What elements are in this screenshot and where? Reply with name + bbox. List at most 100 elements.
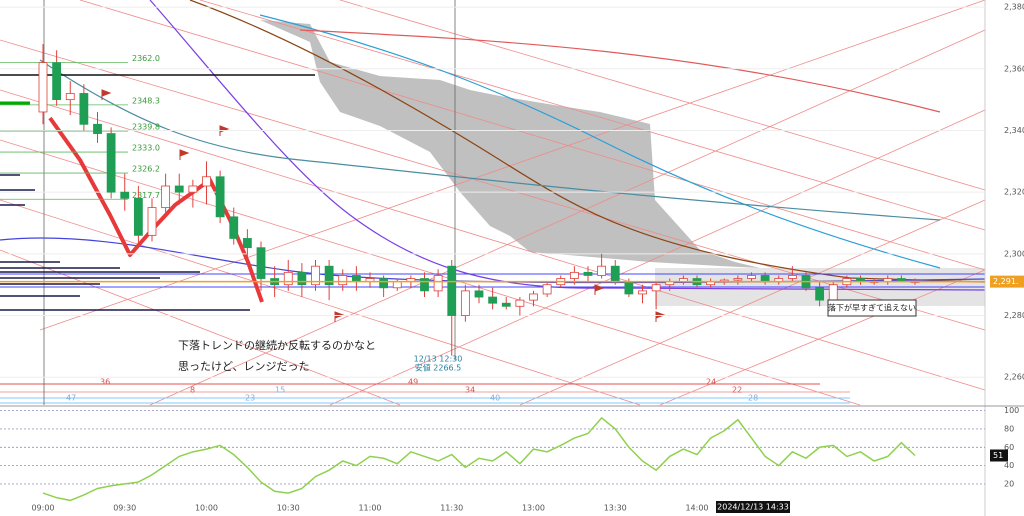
candle-body <box>351 275 361 283</box>
candle-body <box>610 265 620 283</box>
candle-body <box>515 299 525 307</box>
rsi-line <box>42 416 916 502</box>
note-box <box>827 299 917 317</box>
level-label: 2339.8 <box>132 123 160 132</box>
candle-body <box>338 275 348 286</box>
candle-body <box>229 216 239 239</box>
candle-body <box>501 302 511 307</box>
low-note: 安値 2266.5 <box>415 363 462 373</box>
candle-body <box>106 133 116 193</box>
candle-body <box>474 290 484 298</box>
x-tick-label: 11:30 <box>440 504 463 513</box>
x-tick-label: 09:00 <box>31 504 54 513</box>
candle-body <box>161 185 171 208</box>
annotation: 思ったけど、レンジだった <box>178 360 309 373</box>
candle-body <box>420 278 429 292</box>
marks: 2,260 2,280 2,300 2,320 2,340 2,360 2,380 2362.… <box>0 3 1024 513</box>
candle-body <box>147 207 157 236</box>
low-note: 12/13 12:30 <box>414 355 463 364</box>
candle-body <box>311 265 320 286</box>
candle-body <box>733 278 743 281</box>
candle-body <box>324 265 334 286</box>
x-tick-label: 10:30 <box>277 504 300 513</box>
flags <box>101 89 666 322</box>
annotation: 落下が早すぎて追えない <box>828 303 916 313</box>
band-label: 8 <box>190 386 195 395</box>
band-label: 22 <box>732 386 742 395</box>
x-tick-label: 11:00 <box>358 504 381 513</box>
candle-body <box>79 93 89 125</box>
rsi-last-box <box>990 449 1008 462</box>
candle-body <box>828 284 838 301</box>
reference-lines <box>0 0 985 405</box>
candle-body <box>460 290 470 316</box>
candle-body <box>569 271 579 279</box>
candle-body <box>174 185 184 193</box>
candle-body <box>52 62 62 101</box>
candle-body <box>760 275 770 283</box>
candle-body <box>379 278 389 289</box>
candle-body <box>65 93 75 101</box>
band-label: 15 <box>275 386 285 395</box>
y-tick-label: 2,360 <box>1004 64 1024 73</box>
current-price-label: 2,291. <box>993 277 1018 286</box>
x-tick-label: 13:30 <box>604 504 627 513</box>
band-label: 36 <box>100 378 110 387</box>
candle-body <box>529 293 538 301</box>
candle-body <box>488 296 498 304</box>
level-label: 2348.3 <box>132 96 160 105</box>
candle-body <box>583 271 593 276</box>
hand-drawn-trend <box>48 116 264 303</box>
band-label: 40 <box>490 394 500 403</box>
candle-body <box>188 185 198 193</box>
candle-body <box>215 176 225 218</box>
cursor-time: 2024/12/13 14:33 <box>717 503 789 512</box>
rsi-last-label: 51 <box>993 451 1003 460</box>
band-label: 24 <box>706 378 716 387</box>
candle-body <box>392 281 402 289</box>
y-tick-label: 2,320 <box>1004 188 1024 197</box>
candle-body <box>651 284 661 292</box>
candle-body <box>597 265 607 276</box>
candle-body <box>787 275 797 279</box>
y-tick-label: 100 <box>1004 406 1019 415</box>
candle-body <box>297 271 307 286</box>
x-tick-label: 14:00 <box>685 504 708 513</box>
y-tick-label: 2,260 <box>1004 373 1024 382</box>
level-label: 2317.7 <box>132 191 160 200</box>
candle-body <box>256 247 266 279</box>
y-tick-label: 80 <box>1004 424 1014 433</box>
band-label: 34 <box>465 386 475 395</box>
cursor-time-box <box>716 501 790 513</box>
level-label: 2326.2 <box>132 165 160 174</box>
y-tick-label: 2,280 <box>1004 311 1024 320</box>
ichimoku-cloud <box>260 20 760 268</box>
candle-body <box>133 197 143 236</box>
band-label: 49 <box>408 378 418 387</box>
trend-lines <box>0 0 986 406</box>
annotation: 下落トレンドの継続か反転するのかなと <box>178 338 376 352</box>
candle-body <box>447 265 457 316</box>
y-tick-label: 40 <box>1004 461 1014 470</box>
candle-body <box>815 287 825 301</box>
current-price-box <box>990 275 1024 288</box>
level-label: 2362.0 <box>132 54 160 63</box>
candle-body <box>242 238 252 249</box>
y-tick-label: 2,380 <box>1004 3 1024 12</box>
y-tick-label: 60 <box>1004 443 1014 452</box>
candle-body <box>93 123 102 134</box>
candle-body <box>202 176 211 187</box>
candle-body <box>283 271 293 286</box>
candle-body <box>120 191 130 199</box>
x-tick-label: 13:00 <box>522 504 545 513</box>
band-label: 28 <box>748 394 758 403</box>
y-tick-label: 2,340 <box>1004 126 1024 135</box>
candle-body <box>638 290 647 295</box>
candle-body <box>38 62 48 113</box>
band-label: 23 <box>245 394 255 403</box>
candle-body <box>542 284 552 295</box>
x-tick-label: 09:30 <box>113 504 136 513</box>
band-label: 47 <box>66 394 76 403</box>
